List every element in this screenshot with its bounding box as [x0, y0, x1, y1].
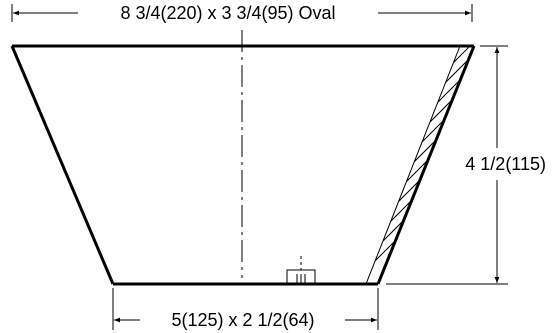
drain-detail: [286, 256, 316, 285]
bottom-dimension: 5(125) x 2 1/2(64): [112, 288, 379, 330]
height-dimension: 4 1/2(115): [386, 45, 546, 285]
bottom-dimension-label: 5(125) x 2 1/2(64): [171, 310, 314, 330]
top-dimension-label: 8 3/4(220) x 3 3/4(95) Oval: [120, 3, 335, 23]
height-dimension-label: 4 1/2(115): [465, 154, 546, 174]
right-wall-inner: [365, 45, 461, 285]
vessel-outline: [10, 44, 476, 286]
top-dimension: 8 3/4(220) x 3 3/4(95) Oval: [11, 3, 473, 23]
left-wall: [10, 45, 115, 285]
right-wall-outer: [376, 45, 476, 285]
